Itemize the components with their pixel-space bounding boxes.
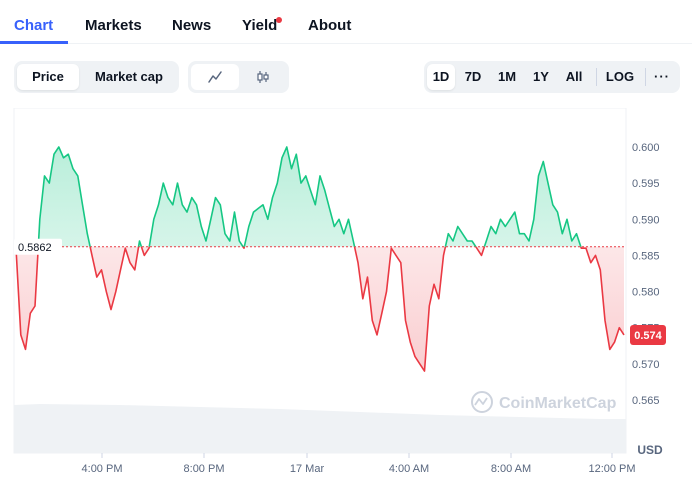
current-price-badge: 0.574: [630, 324, 666, 345]
line-chart-button[interactable]: [191, 64, 239, 90]
tab-yield[interactable]: Yield: [242, 17, 278, 34]
x-tick-label: 8:00 PM: [184, 463, 225, 475]
svg-text:0.574: 0.574: [634, 330, 662, 342]
view-toggle: Price Market cap: [14, 61, 179, 93]
candlestick-button[interactable]: [240, 64, 286, 90]
x-tick-label: 12:00 PM: [588, 463, 635, 475]
coinmarketcap-watermark: CoinMarketCap: [471, 391, 617, 413]
y-tick-label: 0.570: [632, 359, 660, 371]
price-line-up: [37, 146, 582, 247]
more-options-button[interactable]: ···: [654, 69, 670, 84]
yield-notification-dot: [276, 17, 282, 23]
x-tick-label: 4:00 AM: [389, 463, 429, 475]
line-chart-icon: [208, 71, 222, 83]
time-range-selector: 1D 7D 1M 1Y All LOG ···: [424, 61, 680, 93]
price-chart-svg: CoinMarketCap 0.5862 0.600 0.595 0.590 0.58…: [13, 107, 666, 475]
y-tick-label: 0.595: [632, 178, 660, 190]
price-line-down: [15, 246, 625, 372]
watermark-text: CoinMarketCap: [499, 395, 617, 412]
active-tab-indicator: [0, 41, 68, 44]
svg-text:0.5862: 0.5862: [18, 242, 52, 254]
y-tick-label: 0.600: [632, 142, 660, 154]
volume-band: [14, 404, 626, 453]
chart-style-toggle: [188, 61, 289, 93]
range-divider: [596, 68, 597, 86]
range-1d-button[interactable]: 1D: [427, 64, 455, 90]
y-tick-label: 0.590: [632, 214, 660, 226]
x-tick-label: 4:00 PM: [82, 463, 123, 475]
y-tick-label: 0.585: [632, 250, 660, 262]
range-7d-button[interactable]: 7D: [464, 69, 482, 84]
x-axis: 4:00 PM 8:00 PM 17 Mar 4:00 AM 8:00 AM 12:00 …: [82, 453, 636, 475]
candlestick-icon: [257, 71, 269, 83]
market-cap-toggle-button[interactable]: Market cap: [95, 69, 163, 84]
price-chart[interactable]: CoinMarketCap 0.5862 0.600 0.595 0.590 0.58…: [0, 107, 692, 483]
price-toggle-button[interactable]: Price: [17, 64, 79, 90]
price-area-above: [38, 147, 581, 247]
range-all-button[interactable]: All: [565, 69, 583, 84]
x-tick-label: 8:00 AM: [491, 463, 531, 475]
top-nav: Chart Markets News Yield About: [0, 0, 692, 44]
range-1m-button[interactable]: 1M: [497, 69, 517, 84]
tab-about[interactable]: About: [308, 17, 352, 34]
log-scale-button[interactable]: LOG: [605, 69, 635, 84]
tab-chart[interactable]: Chart: [14, 17, 54, 34]
more-divider: [645, 68, 646, 86]
y-tick-label: 0.565: [632, 395, 660, 407]
y-tick-label: 0.580: [632, 287, 660, 299]
range-1y-button[interactable]: 1Y: [533, 69, 549, 84]
tab-news[interactable]: News: [172, 17, 212, 34]
reference-price-label: 0.5862: [14, 238, 62, 255]
currency-unit-label: USD: [637, 443, 663, 457]
tab-markets[interactable]: Markets: [85, 17, 142, 34]
x-tick-label: 17 Mar: [290, 463, 325, 475]
